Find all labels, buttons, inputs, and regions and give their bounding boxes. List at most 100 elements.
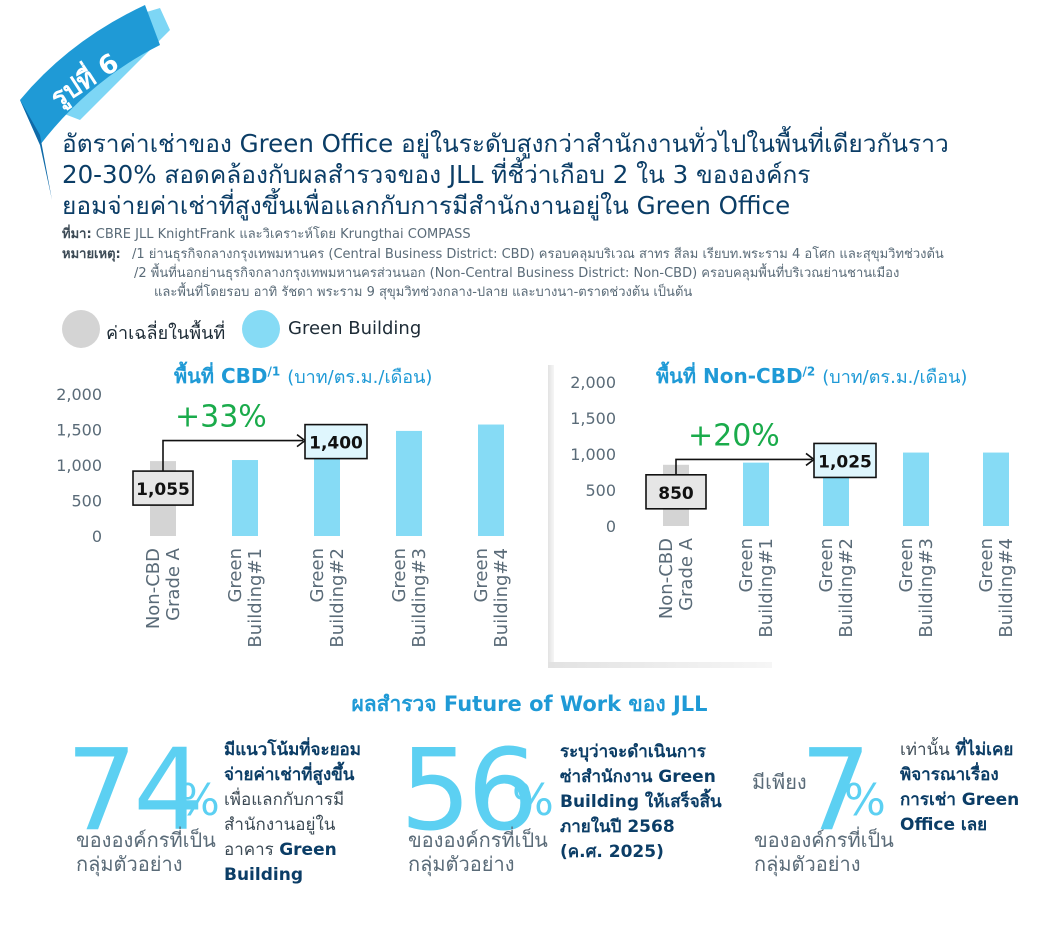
chart-title-cbd: พื้นที่ CBD/1 (บาท/ตร.ม./เดือน): [174, 360, 432, 392]
legend-label-green: Green Building: [288, 318, 422, 339]
stat-74-desc: มีแนวโน้มที่จะยอม จ่ายค่าเช่าที่สูงขึ้น …: [224, 738, 404, 888]
stat-56-desc-b2: ซ่าสำนักงาน Green: [560, 767, 716, 787]
source-line: ที่มา: CBRE JLL KnightFrank และวิเคราะห์…: [62, 226, 1052, 244]
stat-74-sub-2: กลุ่มตัวอย่าง: [76, 852, 183, 876]
x-tick-label-line: Green: [389, 548, 410, 603]
y-tick-label: 500: [585, 481, 616, 500]
change-label: +33%: [175, 400, 267, 435]
value-box-base: [645, 474, 707, 510]
x-tick-label: Green Building#2: [307, 548, 348, 648]
x-tick-label-line: Green: [976, 538, 997, 593]
stat-7-desc-b2: พิจารณาเรื่อง: [900, 765, 999, 785]
stat-56-percent: %: [512, 775, 554, 826]
stat-74-desc-t3: อาคาร: [224, 840, 280, 860]
figure-badge: รูปที่ 6: [20, 5, 170, 200]
x-tick-label-line: Green: [816, 538, 837, 593]
stat-56-sub-1: ขององค์กรที่เป็น: [408, 828, 548, 852]
x-tick-label-line: Grade A: [676, 537, 697, 611]
stat-74-desc-t2: สำนักงานอยู่ใน: [224, 815, 336, 835]
y-tick-label: 0: [606, 517, 616, 536]
notes-label: หมายเหตุ:: [62, 247, 121, 262]
y-tick-label: 1,500: [570, 409, 616, 428]
stat-56-sub-2: กลุ่มตัวอย่าง: [408, 852, 515, 876]
stat-7-desc-b4: Office เลย: [900, 815, 988, 835]
headline: อัตราค่าเช่าของ Green Office อยู่ในระดับ…: [62, 128, 1042, 221]
source-text: CBRE JLL KnightFrank และวิเคราะห์โดย Kru…: [95, 227, 471, 242]
bar: [478, 424, 504, 536]
x-tick-label-line: Building#4: [996, 538, 1017, 638]
x-tick-label: Green Building#3: [896, 538, 937, 638]
chart-title-cbd-sup: /1: [267, 364, 281, 379]
x-tick-label-line: Green: [896, 538, 917, 593]
stat-56-desc: ระบุว่าจะดำเนินการ ซ่าสำนักงาน Green Bui…: [560, 740, 750, 865]
value-box-base: [132, 470, 194, 506]
value-box-green: [304, 423, 368, 460]
stat-7-desc-b3: การเช่า Green: [900, 790, 1020, 810]
x-tick-label: Green Building#3: [389, 548, 430, 648]
value-label-green: 1,400: [309, 434, 363, 454]
chart-title-noncbd: พื้นที่ Non-CBD/2 (บาท/ตร.ม./เดือน): [656, 360, 967, 392]
chart-title-cbd-main: พื้นที่ CBD: [174, 364, 268, 388]
change-connector: [162, 439, 303, 472]
legend-swatch-avg: [62, 310, 100, 348]
legend: ค่าเฉลี่ยในพื้นที่ Green Building: [62, 310, 482, 350]
y-tick-label: 0: [92, 527, 102, 546]
stat-7-prefix: มีเพียง: [752, 770, 807, 794]
x-tick-label-line: Building#1: [756, 538, 777, 638]
stat-74-desc-b4: Building: [224, 865, 303, 885]
headline-line-1: อัตราค่าเช่าของ Green Office อยู่ในระดับ…: [62, 129, 949, 158]
stat-7-sub-1: ขององค์กรที่เป็น: [754, 828, 894, 852]
value-label-base: 1,055: [136, 480, 190, 500]
change-label: +20%: [688, 418, 780, 453]
stat-7: 7 %: [800, 735, 900, 847]
x-tick-label-line: Non-CBD: [656, 538, 677, 619]
stat-7-sub-2: กลุ่มตัวอย่าง: [754, 852, 861, 876]
stat-74-number: 74: [66, 726, 205, 856]
bar: [396, 430, 422, 536]
x-tick-label-line: Grade A: [163, 547, 184, 621]
chart-title-noncbd-unit: (บาท/ตร.ม./เดือน): [822, 367, 968, 388]
source-label: ที่มา:: [62, 227, 92, 242]
x-tick-label-line: Building#3: [916, 538, 937, 638]
stat-56-desc-b1: ระบุว่าจะดำเนินการ: [560, 742, 706, 762]
stat-56-sub: ขององค์กรที่เป็น กลุ่มตัวอย่าง: [408, 828, 548, 876]
x-tick-label: Green Building#2: [816, 538, 857, 638]
stat-56-number: 56: [400, 726, 539, 856]
stat-7-desc-b1: ที่ไม่เคย: [955, 740, 1014, 760]
y-tick-label: 2,000: [56, 385, 102, 404]
stat-74-sub-1: ขององค์กรที่เป็น: [76, 828, 216, 852]
chart-title-noncbd-sup: /2: [802, 364, 816, 379]
x-tick-label-line: Green: [225, 548, 246, 603]
value-label-green: 1,025: [818, 452, 872, 472]
stat-74-sub: ขององค์กรที่เป็น กลุ่มตัวอย่าง: [76, 828, 216, 876]
stat-74-desc-t1: เพื่อแลกกับการมี: [224, 790, 345, 810]
stat-74-percent: %: [178, 775, 220, 826]
notes: หมายเหตุ: /1 ย่านธุรกิจกลางกรุงเทพมหานคร…: [62, 245, 1052, 302]
note-2b: และพื้นที่โดยรอบ อาทิ รัชดา พระราม 9 สุข…: [154, 285, 693, 300]
chart-divider: [548, 365, 554, 665]
change-connector: [675, 458, 812, 475]
bar: [232, 460, 258, 536]
bar: [743, 462, 769, 526]
x-tick-label-line: Building#2: [836, 538, 857, 638]
note-2a: /2 พื้นที่นอกย่านธุรกิจกลางกรุงเทพมหานคร…: [134, 266, 900, 281]
chart-divider-foot: [548, 662, 772, 668]
stat-74-desc-b1: มีแนวโน้มที่จะยอม: [224, 740, 361, 760]
legend-swatch-green: [242, 310, 280, 348]
note-1: /1 ย่านธุรกิจกลางกรุงเทพมหานคร (Central …: [132, 247, 944, 262]
value-label-base: 850: [658, 484, 694, 504]
stat-74-desc-t3b: Green: [279, 840, 337, 860]
x-tick-label: Green Building#4: [471, 548, 512, 648]
x-tick-label: Non-CBD Grade A: [143, 547, 184, 629]
y-tick-label: 1,000: [570, 445, 616, 464]
x-tick-label-line: Building#3: [409, 548, 430, 648]
x-tick-label-line: Building#4: [491, 548, 512, 648]
stat-56-desc-b4: ภายในปี 2568: [560, 817, 675, 837]
headline-line-3: ยอมจ่ายค่าเช่าที่สูงขึ้นเพื่อแลกกับการมี…: [62, 191, 791, 220]
stat-74-desc-b2: จ่ายค่าเช่าที่สูงขึ้น: [224, 765, 355, 785]
chart-title-noncbd-main: พื้นที่ Non-CBD: [656, 364, 803, 388]
stat-7-desc-t1: เท่านั้น: [900, 740, 956, 760]
x-tick-label-line: Building#2: [327, 548, 348, 648]
